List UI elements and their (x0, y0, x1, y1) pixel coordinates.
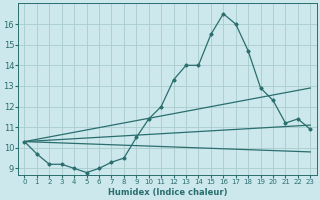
X-axis label: Humidex (Indice chaleur): Humidex (Indice chaleur) (108, 188, 227, 197)
